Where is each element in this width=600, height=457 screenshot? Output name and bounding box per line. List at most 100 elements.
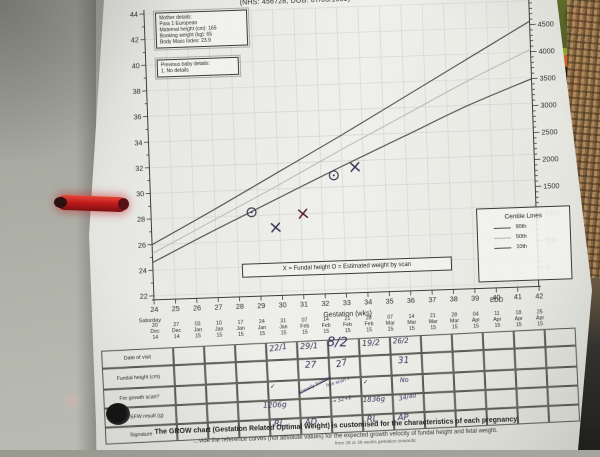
- date-part: 15: [208, 332, 230, 339]
- x-tick-label: 34: [364, 297, 372, 306]
- handwriting-date: 22/1: [269, 342, 288, 354]
- grid-line-v: [251, 10, 261, 296]
- fundal-height-point: [351, 163, 360, 172]
- handwriting-efw: 34/40: [398, 392, 417, 402]
- table-cell: [515, 368, 547, 388]
- handwriting-scan: ✓: [363, 378, 369, 386]
- grid-line-v: [230, 11, 240, 297]
- date-part: 15: [358, 327, 380, 334]
- table-cell: [422, 352, 454, 374]
- growth-chart-svg: 2224262830323436384042440500100015002000…: [112, 0, 596, 349]
- date-part: 15: [230, 331, 252, 338]
- x-tick-label: 25: [172, 304, 180, 313]
- table-cell: [546, 366, 578, 386]
- date-part: 15: [251, 331, 273, 338]
- date-part: 15: [529, 321, 551, 328]
- x-tick-label: 33: [343, 298, 351, 307]
- grid-line-v: [358, 7, 368, 293]
- left-tick-label: 30: [136, 189, 144, 198]
- grid-line-v: [208, 12, 218, 298]
- grid-line-v: [272, 10, 282, 296]
- handwriting-efw: 1206g: [263, 400, 287, 410]
- table-cell: [421, 334, 453, 353]
- x-tick-label: 37: [428, 295, 436, 304]
- date-part: 15: [465, 323, 487, 330]
- handwriting-date: 29/1: [300, 341, 318, 351]
- table-cell: [237, 382, 269, 402]
- table-cell: [454, 371, 486, 391]
- handwriting-fundal: 27: [305, 360, 317, 371]
- left-tick-label: 24: [139, 266, 147, 275]
- x-tick-label: 36: [407, 296, 415, 305]
- date-part: 15: [401, 325, 423, 332]
- punched-hole: [106, 403, 130, 425]
- table-cell: [236, 361, 268, 383]
- x-tick-label: 26: [193, 303, 201, 312]
- table-cell: [514, 347, 546, 369]
- date-part: 14: [144, 334, 166, 341]
- centile-legend-row: 10th: [478, 238, 570, 251]
- centile-legend-label: 10th: [516, 244, 527, 250]
- handwriting-efw: 1836g: [363, 395, 386, 404]
- table-cell: [452, 332, 484, 351]
- right-tick-label: 1500: [543, 181, 560, 191]
- table-cell: [175, 385, 207, 405]
- desk-smudge: [60, 392, 84, 411]
- right-tick-label: 4000: [538, 46, 555, 56]
- grid-line-v: [165, 13, 175, 299]
- date-part: 15: [486, 323, 508, 330]
- date-part: 15: [273, 330, 295, 337]
- left-tick-label: 44: [130, 10, 138, 19]
- left-tick-label: 42: [131, 35, 139, 44]
- date-part: 15: [508, 322, 530, 329]
- left-tick-label: 36: [133, 112, 141, 121]
- handwriting-efw: → 32+2: [331, 395, 352, 405]
- table-cell: [206, 383, 238, 403]
- handwriting-scan: ✓: [270, 382, 276, 390]
- fundal-height-point: [271, 223, 280, 232]
- left-tick-label: 34: [134, 138, 142, 147]
- table-cell: [545, 346, 577, 368]
- table-cell: [235, 343, 267, 362]
- grid-line-v: [187, 13, 197, 299]
- grid-line-v: [379, 6, 389, 292]
- grid-line-v: [401, 5, 411, 291]
- date-part: 15: [444, 324, 466, 331]
- x-tick-label: 24: [150, 305, 158, 314]
- table-cell: [174, 364, 206, 386]
- right-tick-label: 3000: [540, 100, 557, 110]
- right-tick-label: 2000: [542, 154, 559, 164]
- handwriting-date: 8/2: [327, 335, 348, 350]
- x-tick-label: 28: [236, 302, 244, 311]
- grid-line-v: [465, 3, 475, 289]
- centile-legend-label: 90th: [516, 224, 527, 230]
- table-cell: [173, 346, 205, 365]
- table-cell: [176, 404, 208, 424]
- x-tick-label: 38: [450, 294, 458, 303]
- table-cell: [424, 392, 456, 412]
- table-cell: [207, 402, 239, 422]
- left-tick-label: 40: [132, 61, 140, 70]
- date-part: 14: [166, 334, 188, 341]
- left-tick-label: 26: [138, 240, 146, 249]
- table-cell: [548, 404, 580, 422]
- handwriting-date: 26/2: [393, 337, 409, 346]
- table-cell: [545, 328, 577, 347]
